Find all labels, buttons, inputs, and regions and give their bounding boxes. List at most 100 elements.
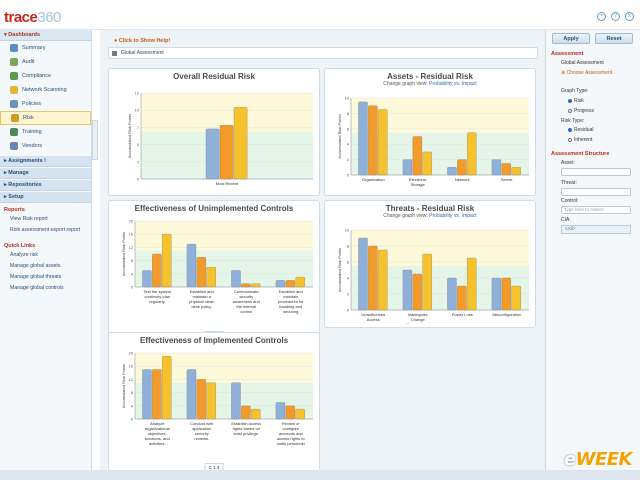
apply-button[interactable]: Apply bbox=[552, 33, 590, 44]
chart-bar[interactable] bbox=[162, 356, 172, 420]
cia-select[interactable]: <All> bbox=[561, 225, 631, 234]
quick-link[interactable]: Manage global threats bbox=[10, 274, 62, 280]
chart-bar[interactable] bbox=[422, 151, 432, 176]
chart-bar[interactable] bbox=[186, 243, 197, 288]
chart-bar[interactable] bbox=[285, 280, 296, 288]
section-repositories[interactable]: ▸ Repositories bbox=[0, 180, 91, 191]
chart-bar[interactable] bbox=[231, 382, 241, 420]
logout-icon[interactable]: x bbox=[625, 12, 634, 21]
x-tick-label: notify personnel bbox=[277, 441, 305, 446]
chart-bar[interactable] bbox=[186, 369, 197, 420]
chart-bar[interactable] bbox=[205, 128, 220, 180]
risk-type-inherent[interactable]: Inherent bbox=[568, 137, 592, 143]
chart-bar[interactable] bbox=[412, 136, 423, 176]
chart-bar[interactable] bbox=[368, 105, 378, 176]
report-link[interactable]: View Risk report bbox=[10, 216, 48, 222]
chart-bar[interactable] bbox=[501, 277, 512, 311]
graph-view-link[interactable]: Probability vs. Impact bbox=[429, 213, 477, 219]
chart-bar[interactable] bbox=[196, 257, 207, 288]
sidebar-item-summary[interactable]: Summary bbox=[0, 41, 91, 55]
report-link[interactable]: Risk assessment export report bbox=[10, 227, 81, 233]
chart-bar[interactable] bbox=[402, 269, 413, 311]
chart-bar[interactable] bbox=[196, 379, 207, 420]
chart-bar[interactable] bbox=[241, 405, 251, 420]
chart-bar[interactable] bbox=[402, 159, 413, 176]
x-tick-label: physical clean bbox=[189, 299, 214, 304]
breadcrumb-label[interactable]: Global Assessment bbox=[121, 50, 164, 56]
chart-bar[interactable] bbox=[457, 159, 467, 176]
chart-bar[interactable] bbox=[447, 277, 457, 311]
chart-bar[interactable] bbox=[467, 257, 477, 311]
choose-assessment-link[interactable]: ⊕ Choose Assessment bbox=[561, 70, 613, 76]
quick-link[interactable]: Analyze risk bbox=[10, 252, 38, 258]
home-icon[interactable] bbox=[112, 51, 117, 56]
section-assignments[interactable]: ▸ Assignments ! bbox=[0, 156, 91, 167]
quick-link[interactable]: Manage global controls bbox=[10, 285, 64, 291]
help-icon[interactable]: ? bbox=[611, 12, 620, 21]
chart-bar[interactable] bbox=[162, 234, 172, 288]
dashboards-header[interactable]: ▾ Dashboards bbox=[0, 30, 91, 41]
chart-bar[interactable] bbox=[142, 270, 152, 288]
help-link[interactable]: ● Click to Show Help! bbox=[114, 38, 171, 44]
chart-bar[interactable] bbox=[251, 408, 261, 420]
chart-bar[interactable] bbox=[285, 405, 296, 420]
chart-bar[interactable] bbox=[358, 101, 368, 176]
reset-button[interactable]: Reset bbox=[595, 33, 633, 44]
chart-bar[interactable] bbox=[511, 285, 521, 311]
chart-bar[interactable] bbox=[275, 280, 286, 288]
chart-bar[interactable] bbox=[275, 402, 286, 420]
chart-bar[interactable] bbox=[152, 369, 162, 420]
chart-bar[interactable] bbox=[241, 283, 251, 288]
threat-select[interactable] bbox=[561, 188, 631, 196]
control-search-input[interactable]: Type here to search bbox=[561, 206, 631, 214]
collapse-sidebar-tab[interactable] bbox=[92, 120, 98, 160]
chart-bar[interactable] bbox=[219, 125, 234, 180]
chart-bar[interactable] bbox=[368, 245, 378, 311]
sidebar-item-risk[interactable]: Risk bbox=[0, 111, 91, 125]
chart-bar[interactable] bbox=[467, 132, 477, 176]
chat-icon[interactable]: • bbox=[597, 12, 606, 21]
panel-implemented-controls: Effectiveness of Implemented Controls 0 4… bbox=[108, 332, 320, 476]
sidebar-item-network-scanning[interactable]: Network Scanning bbox=[0, 83, 91, 97]
chart-bar[interactable] bbox=[295, 276, 305, 288]
sidebar-item-policies[interactable]: Policies bbox=[0, 97, 91, 111]
section-manage[interactable]: ▸ Manage bbox=[0, 168, 91, 179]
chart-bar[interactable] bbox=[501, 163, 512, 176]
chart-bar[interactable] bbox=[206, 382, 216, 420]
app-logo[interactable]: trace360 bbox=[4, 9, 61, 26]
chart-bar[interactable] bbox=[142, 369, 152, 420]
y-tick-label: 6 bbox=[347, 126, 350, 131]
asset-select[interactable] bbox=[561, 168, 631, 176]
chart-bar[interactable] bbox=[457, 285, 467, 311]
sidebar-item-audit[interactable]: Audit bbox=[0, 55, 91, 69]
chart-bar[interactable] bbox=[206, 267, 216, 288]
x-tick-label: Organization bbox=[362, 177, 385, 182]
chart-bar[interactable] bbox=[412, 273, 423, 311]
chart-bar[interactable] bbox=[491, 277, 502, 311]
risk-type-residual[interactable]: Residual bbox=[568, 127, 593, 133]
risk-band bbox=[351, 230, 529, 266]
chart-bar[interactable] bbox=[231, 270, 241, 288]
sidebar-item-training[interactable]: Training bbox=[0, 125, 91, 139]
chart-bar[interactable] bbox=[233, 107, 248, 180]
graph-view-link[interactable]: Probability vs. Impact bbox=[429, 81, 477, 87]
quick-link[interactable]: Manage global assets bbox=[10, 263, 61, 269]
chart-bar[interactable] bbox=[447, 167, 457, 176]
sidebar-item-compliance[interactable]: Compliance bbox=[0, 69, 91, 83]
chart-bar[interactable] bbox=[511, 167, 521, 176]
x-tick-label: Server bbox=[501, 177, 513, 182]
chart-bar[interactable] bbox=[378, 109, 388, 176]
chart-bar[interactable] bbox=[358, 237, 368, 311]
chart-bar[interactable] bbox=[152, 253, 162, 288]
chart-bar[interactable] bbox=[422, 253, 432, 311]
chart-bar[interactable] bbox=[491, 159, 502, 176]
chart-bar[interactable] bbox=[378, 249, 388, 311]
sidebar-item-label: Network Scanning bbox=[22, 87, 67, 93]
chart-bar[interactable] bbox=[251, 283, 261, 288]
graph-type-progress[interactable]: Progress bbox=[568, 108, 594, 114]
section-setup[interactable]: ▸ Setup bbox=[0, 192, 91, 203]
chart-bar[interactable] bbox=[295, 408, 305, 420]
sidebar-item-label: Policies bbox=[22, 101, 41, 107]
graph-type-risk[interactable]: Risk bbox=[568, 98, 584, 104]
sidebar-item-vendors[interactable]: Vendors bbox=[0, 139, 91, 153]
